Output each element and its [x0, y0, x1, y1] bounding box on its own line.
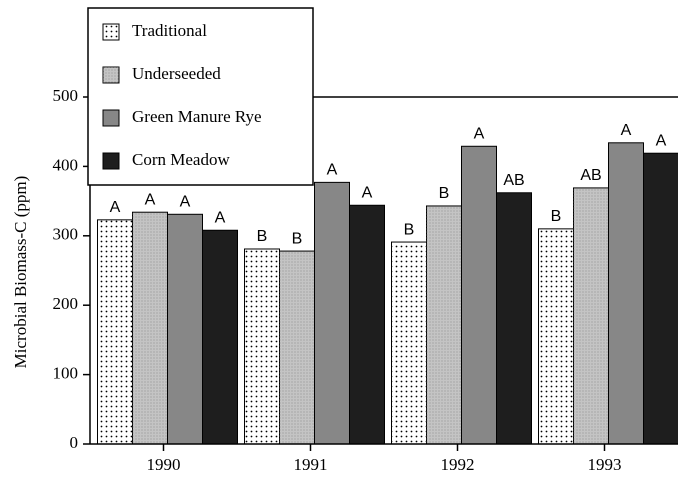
y-tick-label: 500 — [53, 86, 79, 105]
y-tick-label: 200 — [53, 294, 79, 313]
bar-texture — [426, 205, 462, 444]
y-axis-label: Microbial Biomass-C (ppm) — [11, 176, 30, 369]
y-tick-label: 300 — [53, 225, 79, 244]
legend-label: Underseeded — [132, 64, 221, 83]
bar — [314, 181, 350, 445]
bar — [202, 229, 238, 445]
x-tick-label: 1993 — [588, 455, 622, 474]
x-tick-label: 1992 — [441, 455, 475, 474]
bar — [461, 145, 497, 445]
bar-texture — [97, 219, 133, 444]
x-tick-label: 1991 — [294, 455, 328, 474]
significance-label: A — [180, 194, 191, 211]
bar-texture — [244, 248, 280, 444]
legend-label: Traditional — [132, 21, 207, 40]
significance-label: AB — [503, 172, 524, 189]
significance-label: A — [474, 125, 485, 142]
bar-texture — [573, 187, 609, 444]
significance-label: B — [404, 221, 415, 238]
legend-swatch — [102, 109, 120, 127]
bar — [608, 142, 644, 445]
significance-label: A — [362, 184, 373, 201]
legend-label: Corn Meadow — [132, 150, 230, 169]
legend-label: Green Manure Rye — [132, 107, 262, 126]
y-tick-label: 0 — [70, 433, 79, 452]
significance-label: B — [439, 185, 450, 202]
legend-swatch-texture — [103, 24, 119, 40]
x-tick-label: 1990 — [147, 455, 181, 474]
legend-box — [87, 7, 314, 186]
significance-label: B — [292, 230, 303, 247]
y-tick-label: 400 — [53, 155, 79, 174]
significance-label: A — [621, 122, 632, 139]
significance-label: A — [327, 162, 338, 179]
bar — [349, 204, 385, 445]
significance-label: A — [215, 209, 226, 226]
y-tick-label: 100 — [53, 364, 79, 383]
bar-texture — [391, 242, 427, 444]
bar — [643, 152, 678, 445]
significance-label: A — [656, 132, 667, 149]
legend-swatch-texture — [103, 67, 119, 83]
significance-label: B — [551, 208, 562, 225]
bar — [167, 213, 203, 445]
bar-texture — [538, 228, 574, 444]
significance-label: A — [110, 199, 121, 216]
significance-label: A — [145, 191, 156, 208]
bar — [496, 192, 532, 445]
significance-label: B — [257, 228, 268, 245]
significance-label: AB — [580, 167, 601, 184]
bar-texture — [279, 251, 315, 444]
bar-texture — [132, 212, 168, 444]
legend-swatch — [102, 152, 120, 170]
